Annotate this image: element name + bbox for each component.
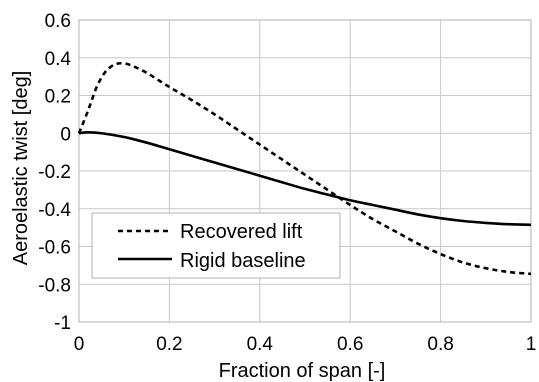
- series-line-recovered-lift: [77, 61, 532, 276]
- y-tick-labels: 0.6 0.4 0.2 0 -0.2 -0.4 -0.6 -0.8 -1: [38, 11, 71, 334]
- y-tick-label: -0.6: [38, 238, 71, 259]
- plot-frame: [78, 19, 532, 323]
- x-tick-label: 0.4: [247, 334, 274, 355]
- legend-label-rigid-baseline: Rigid baseline: [180, 250, 306, 272]
- y-tick-label: -0.4: [38, 200, 71, 221]
- legend: Recovered lift Rigid baseline: [91, 212, 341, 279]
- y-tick-label: -0.8: [38, 275, 71, 296]
- y-tick-label: 0.4: [45, 49, 72, 70]
- legend-box: [91, 212, 341, 279]
- x-tick-label: 0.8: [427, 334, 453, 355]
- y-tick-label: 0.6: [45, 11, 71, 32]
- y-tick-label: -0.2: [38, 162, 71, 183]
- x-tick-labels: 0 0.2 0.4 0.6 0.8 1: [74, 334, 537, 355]
- y-tick-label: 0.2: [45, 87, 71, 108]
- x-tick-label: 0: [74, 334, 85, 355]
- series-line-rigid-baseline: [78, 131, 532, 227]
- series-layer: [77, 61, 532, 276]
- legend-label-recovered-lift: Recovered lift: [180, 221, 303, 243]
- x-axis-title: Fraction of span [-]: [219, 360, 386, 382]
- y-tick-label: 0: [60, 124, 71, 145]
- x-tick-label: 0.6: [337, 334, 363, 355]
- x-tick-label: 0.2: [156, 334, 182, 355]
- y-axis-title: Aeroelastic twist [deg]: [10, 71, 32, 266]
- x-tick-label: 1: [526, 334, 537, 355]
- y-tick-label: -1: [54, 313, 71, 334]
